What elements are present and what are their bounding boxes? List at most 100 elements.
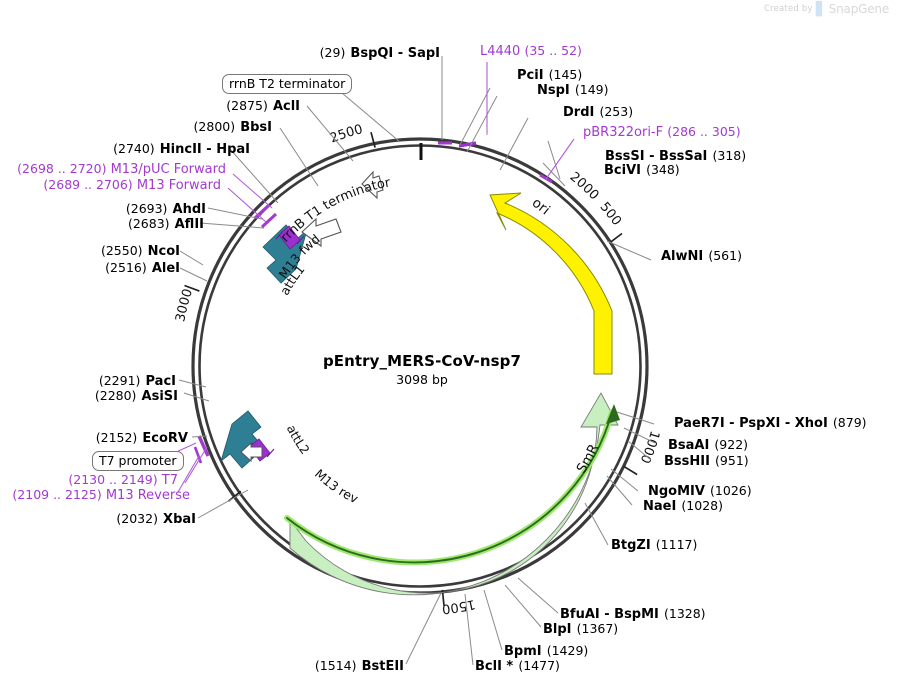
enzyme-names: AclI	[272, 99, 300, 114]
enzyme-label-acli[interactable]: (2875) AclI	[76, 97, 300, 114]
enzyme-position: (2683)	[127, 216, 170, 231]
feature-rrnb-t1-terminator[interactable]	[301, 170, 384, 248]
enzyme-position: (2516)	[105, 260, 147, 275]
leader-lines	[178, 56, 656, 666]
enzyme-label-bstell[interactable]: (1514) BstEII	[260, 657, 404, 674]
enzyme-label-paer7i-pspxi-xhoi[interactable]: PaeR7I - PspXI - XhoI (879)	[674, 414, 867, 431]
enzyme-label-hincii-hpai[interactable]: (2740) HincII - HpaI	[20, 140, 250, 157]
tick-label-500: 500	[597, 200, 624, 229]
primer-label-m13-reverse[interactable]: (2109 .. 2125) M13 Reverse	[0, 488, 190, 503]
primer-label-m13-puc-forward[interactable]: (2698 .. 2720) M13/pUC Forward	[0, 162, 226, 177]
enzyme-names: BfuAI - BspMI	[560, 607, 659, 622]
enzyme-label-blpi[interactable]: BlpI (1367)	[543, 620, 618, 637]
enzyme-position: (1028)	[681, 498, 723, 513]
enzyme-label-bbsi[interactable]: (2800) BbsI	[46, 118, 272, 135]
arc-label-rrnb-t1: rrnB T1 terminator	[278, 175, 392, 245]
enzyme-position: (1429)	[546, 643, 589, 658]
enzyme-label-nspi[interactable]: NspI (149)	[537, 81, 608, 98]
enzyme-label-ncoi[interactable]: (2550) NcoI	[20, 242, 180, 259]
primer-label-pbr322ori-f[interactable]: pBR322ori-F (286 .. 305)	[583, 125, 741, 140]
enzyme-label-drdi[interactable]: DrdI (253)	[563, 103, 633, 120]
enzyme-position: (149)	[574, 82, 609, 97]
feature-smr[interactable]	[284, 392, 620, 596]
enzyme-names: DrdI	[563, 105, 595, 120]
arc-label-m13-rev: M13 rev	[312, 466, 361, 507]
tick-label-3000: 3000	[173, 287, 196, 323]
enzyme-label-bcivi[interactable]: BciVI (348)	[604, 161, 680, 178]
enzyme-names: BciVI	[604, 163, 641, 178]
enzyme-position: (561)	[708, 248, 742, 263]
marker-m13-forward-group[interactable]	[253, 203, 278, 229]
plasmid-title-block: pEntry_MERS-CoV-nsp7 3098 bp	[272, 352, 572, 387]
primer-label-t7[interactable]: (2130 .. 2149) T7	[0, 473, 178, 488]
enzyme-label-bcli[interactable]: BclI * (1477)	[475, 657, 560, 674]
feature-ori[interactable]	[489, 192, 613, 375]
enzyme-label-ahdi[interactable]: (2693) AhdI	[20, 200, 206, 217]
feature-label-t7-promoter[interactable]: T7 promoter	[92, 451, 184, 471]
primer-name: pBR322ori-F	[583, 125, 664, 140]
enzyme-label-ecorv[interactable]: (2152) EcoRV	[14, 429, 188, 446]
enzyme-position: (951)	[715, 453, 749, 468]
enzyme-names: BspQI - SapI	[350, 46, 440, 61]
primer-label-l4440[interactable]: L4440 (35 .. 52)	[480, 44, 582, 59]
enzyme-names: AflII	[174, 217, 204, 232]
primer-label-m13-forward[interactable]: (2689 .. 2706) M13 Forward	[0, 178, 221, 193]
enzyme-position: (2740)	[113, 141, 155, 156]
enzyme-names: NaeI	[643, 499, 677, 514]
enzyme-label-alei[interactable]: (2516) AleI	[20, 259, 180, 276]
tick-label-2500: 2500	[328, 122, 364, 146]
enzyme-position: (2152)	[95, 430, 138, 445]
feature-m13-rev[interactable]	[240, 438, 275, 463]
primer-name: T7	[161, 473, 178, 488]
enzyme-names: BstEII	[361, 659, 404, 674]
enzyme-names: BclI *	[475, 659, 514, 674]
primer-range: (2109 .. 2125)	[12, 487, 102, 502]
enzyme-label-bsssi-bsssai[interactable]: BssSI - BssSaI (318)	[605, 147, 746, 164]
enzyme-label-alwni[interactable]: AlwNI (561)	[661, 247, 742, 264]
enzyme-label-btgzi[interactable]: BtgZI (1117)	[611, 536, 697, 553]
feature-m13-fwd[interactable]	[275, 225, 305, 250]
enzyme-label-naei[interactable]: NaeI (1028)	[643, 497, 723, 514]
feature-label-rrnb-t2-terminator[interactable]: rrnB T2 terminator	[222, 74, 353, 94]
enzyme-label-pcii[interactable]: PciI (145)	[517, 66, 582, 83]
enzyme-label-bsaai[interactable]: BsaAI (922)	[668, 436, 748, 453]
enzyme-position: (2800)	[193, 119, 236, 134]
marker-t7-m13-reverse-group[interactable]	[193, 435, 210, 464]
enzyme-position: (1328)	[663, 606, 706, 621]
primer-range: (35 .. 52)	[524, 43, 582, 58]
enzyme-names: XbaI	[163, 512, 196, 527]
enzyme-label-aflii[interactable]: (2683) AflII	[20, 215, 204, 232]
enzyme-label-bspqi-sapi[interactable]: (29) BspQI - SapI	[186, 44, 440, 61]
feature-attl2[interactable]	[220, 410, 265, 469]
enzyme-names: PaeR7I - PspXI - XhoI	[674, 416, 828, 431]
enzyme-names: BtgZI	[611, 538, 651, 553]
enzyme-names: AhdI	[172, 202, 206, 217]
arc-label-ori: ori	[529, 195, 553, 219]
primer-range: (2698 .. 2720)	[17, 161, 107, 176]
enzyme-names: BpmI	[504, 644, 542, 659]
enzyme-label-bsshii[interactable]: BssHII (951)	[664, 452, 749, 469]
enzyme-position: (2280)	[94, 388, 137, 403]
enzyme-label-asisi[interactable]: (2280) AsiSI	[14, 387, 178, 404]
enzyme-names: BsaAI	[668, 438, 710, 453]
enzyme-position: (2550)	[100, 243, 143, 258]
enzyme-names: BlpI	[543, 622, 572, 637]
enzyme-position: (1026)	[710, 483, 752, 498]
enzyme-position: (1117)	[655, 537, 698, 552]
primer-name: M13/pUC Forward	[110, 162, 226, 177]
tick-label-1500: 1500	[441, 596, 476, 616]
enzyme-label-bfuai-bspmi[interactable]: BfuAI - BspMI (1328)	[560, 605, 706, 622]
watermark-created-by: Created by	[763, 4, 813, 14]
enzyme-label-paci[interactable]: (2291) PacI	[14, 372, 176, 389]
scale-ticks	[184, 131, 638, 606]
enzyme-label-ngomiv[interactable]: NgoMIV (1026)	[648, 482, 752, 499]
feature-rrnb-t2-terminator-marker[interactable]	[458, 141, 477, 148]
arc-label-attl2: attL2	[284, 422, 313, 457]
enzyme-label-bpmi[interactable]: BpmI (1429)	[504, 642, 588, 659]
tick-label-1000: 1000	[637, 429, 662, 466]
enzyme-names: NspI	[537, 83, 570, 98]
snapgene-watermark: Created by ▋ SnapGene	[764, 2, 889, 16]
enzyme-label-xbai[interactable]: (2032) XbaI	[14, 510, 196, 527]
